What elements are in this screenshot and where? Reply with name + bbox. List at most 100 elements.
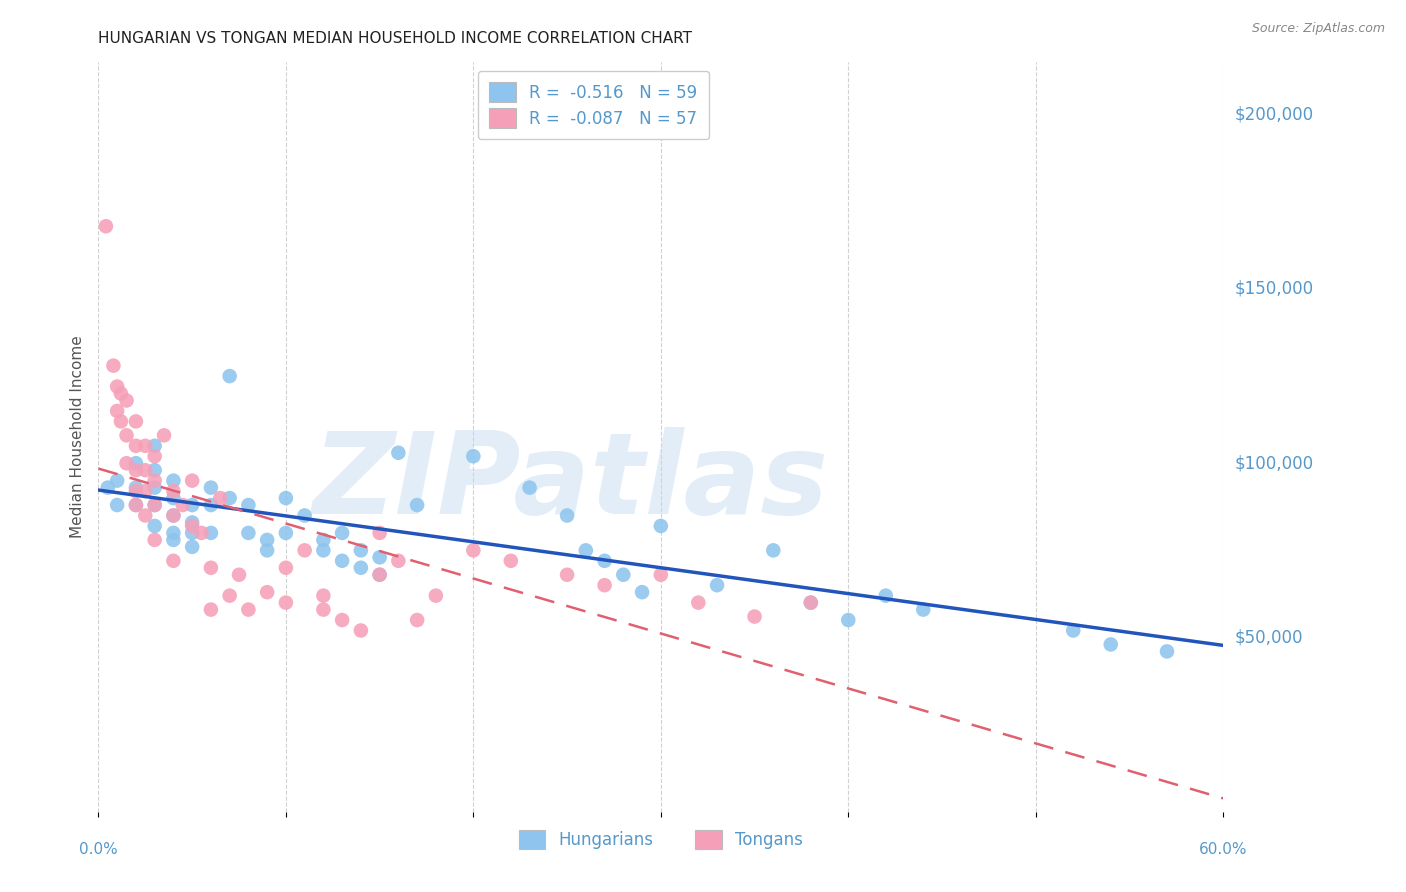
Point bbox=[330, 554, 353, 568]
Point bbox=[425, 589, 447, 603]
Point bbox=[1156, 644, 1178, 658]
Point bbox=[238, 525, 260, 540]
Point bbox=[200, 602, 222, 616]
Point bbox=[800, 596, 823, 610]
Point bbox=[312, 589, 335, 603]
Point bbox=[162, 491, 184, 505]
Point bbox=[631, 585, 654, 599]
Point bbox=[330, 613, 353, 627]
Point bbox=[312, 533, 335, 547]
Point bbox=[125, 414, 148, 428]
Point bbox=[218, 589, 240, 603]
Point bbox=[744, 609, 766, 624]
Point bbox=[555, 508, 578, 523]
Text: Source: ZipAtlas.com: Source: ZipAtlas.com bbox=[1251, 22, 1385, 36]
Point bbox=[134, 508, 156, 523]
Point bbox=[181, 474, 204, 488]
Point bbox=[103, 359, 125, 373]
Point bbox=[162, 508, 184, 523]
Point bbox=[200, 525, 222, 540]
Point bbox=[162, 554, 184, 568]
Point bbox=[181, 525, 204, 540]
Point bbox=[143, 498, 166, 512]
Point bbox=[228, 567, 250, 582]
Point bbox=[256, 543, 278, 558]
Legend: Hungarians, Tongans: Hungarians, Tongans bbox=[512, 823, 810, 855]
Point bbox=[125, 439, 148, 453]
Point bbox=[706, 578, 728, 592]
Point bbox=[134, 463, 156, 477]
Point bbox=[209, 491, 232, 505]
Point bbox=[256, 585, 278, 599]
Text: $150,000: $150,000 bbox=[1234, 280, 1313, 298]
Point bbox=[274, 596, 297, 610]
Point bbox=[97, 481, 120, 495]
Point bbox=[190, 525, 212, 540]
Point bbox=[575, 543, 598, 558]
Point bbox=[181, 516, 204, 530]
Point bbox=[463, 449, 485, 463]
Point bbox=[387, 446, 409, 460]
Point bbox=[143, 474, 166, 488]
Point bbox=[593, 578, 616, 592]
Point bbox=[162, 525, 184, 540]
Text: ZIPatlas: ZIPatlas bbox=[312, 426, 830, 538]
Point bbox=[406, 613, 429, 627]
Text: 60.0%: 60.0% bbox=[1199, 842, 1247, 857]
Point bbox=[143, 533, 166, 547]
Point bbox=[143, 481, 166, 495]
Point bbox=[153, 428, 176, 442]
Point bbox=[350, 624, 373, 638]
Point bbox=[312, 543, 335, 558]
Point bbox=[162, 508, 184, 523]
Point bbox=[125, 498, 148, 512]
Point bbox=[330, 525, 353, 540]
Point bbox=[256, 533, 278, 547]
Point bbox=[274, 525, 297, 540]
Y-axis label: Median Household Income: Median Household Income bbox=[69, 335, 84, 539]
Point bbox=[110, 414, 132, 428]
Point bbox=[200, 561, 222, 575]
Point bbox=[1062, 624, 1084, 638]
Point bbox=[110, 386, 132, 401]
Text: $100,000: $100,000 bbox=[1234, 454, 1313, 472]
Point bbox=[125, 463, 148, 477]
Point bbox=[294, 508, 316, 523]
Point bbox=[200, 481, 222, 495]
Point bbox=[134, 439, 156, 453]
Point bbox=[688, 596, 710, 610]
Text: $50,000: $50,000 bbox=[1234, 629, 1303, 647]
Point bbox=[368, 525, 391, 540]
Point bbox=[274, 561, 297, 575]
Point bbox=[294, 543, 316, 558]
Point bbox=[105, 379, 128, 393]
Point bbox=[912, 602, 935, 616]
Text: 0.0%: 0.0% bbox=[79, 842, 118, 857]
Point bbox=[368, 550, 391, 565]
Point bbox=[105, 498, 128, 512]
Point bbox=[162, 474, 184, 488]
Point bbox=[105, 474, 128, 488]
Point bbox=[499, 554, 522, 568]
Text: HUNGARIAN VS TONGAN MEDIAN HOUSEHOLD INCOME CORRELATION CHART: HUNGARIAN VS TONGAN MEDIAN HOUSEHOLD INC… bbox=[98, 31, 692, 46]
Point bbox=[143, 463, 166, 477]
Point bbox=[350, 543, 373, 558]
Point bbox=[115, 393, 138, 408]
Point bbox=[94, 219, 117, 234]
Point bbox=[800, 596, 823, 610]
Point bbox=[875, 589, 897, 603]
Point bbox=[593, 554, 616, 568]
Point bbox=[218, 369, 240, 384]
Point bbox=[181, 540, 204, 554]
Point bbox=[837, 613, 859, 627]
Point bbox=[463, 543, 485, 558]
Point bbox=[162, 533, 184, 547]
Point bbox=[134, 484, 156, 499]
Point bbox=[125, 498, 148, 512]
Point bbox=[312, 602, 335, 616]
Point bbox=[162, 484, 184, 499]
Point bbox=[115, 456, 138, 470]
Text: $200,000: $200,000 bbox=[1234, 106, 1313, 124]
Point bbox=[172, 498, 194, 512]
Point bbox=[555, 567, 578, 582]
